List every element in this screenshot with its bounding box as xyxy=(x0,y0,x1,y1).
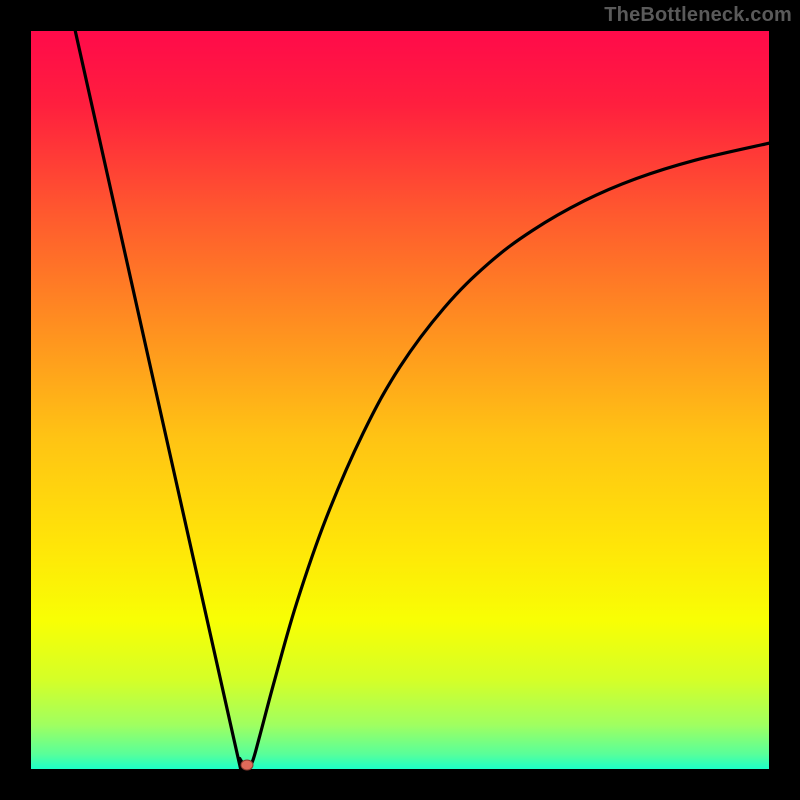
curve-left-segment xyxy=(75,31,248,769)
minimum-marker xyxy=(241,760,254,771)
curve-layer xyxy=(31,31,769,769)
attribution-label: TheBottleneck.com xyxy=(604,4,792,27)
chart-container: TheBottleneck.com xyxy=(0,0,800,800)
curve-right-segment xyxy=(247,143,769,767)
plot-area xyxy=(31,31,769,769)
